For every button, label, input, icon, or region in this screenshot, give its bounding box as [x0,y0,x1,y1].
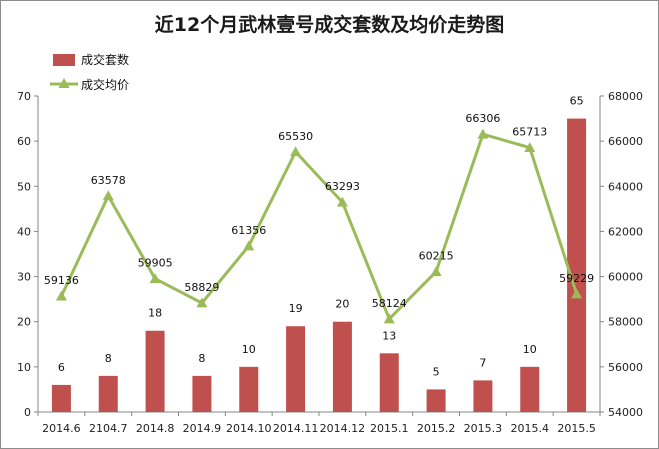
x-tick-label: 2014.12 [320,422,366,435]
price-data-label: 58124 [372,297,407,310]
y-left-tick-label: 60 [17,135,31,148]
y-right-tick-label: 64000 [608,180,643,193]
x-tick-label: 2014.6 [42,422,81,435]
price-data-label: 63578 [91,174,126,187]
price-marker [243,240,255,251]
price-marker [477,128,489,139]
y-right-tick-label: 54000 [608,406,643,419]
price-marker [55,290,67,301]
price-line [60,132,579,321]
bar-data-label: 8 [198,352,205,365]
y-left-tick-label: 70 [17,90,31,103]
bar [332,321,352,412]
bar [192,375,212,412]
y-left-tick-label: 0 [24,406,31,419]
x-tick-label: 2014.11 [273,422,319,435]
bar-data-label: 65 [570,95,584,108]
price-data-label: 66306 [465,112,500,125]
price-marker [524,142,536,153]
price-data-label: 65530 [278,130,313,143]
bar-data-label: 18 [148,307,162,320]
price-marker [430,266,442,277]
price-data-label: 63293 [325,180,360,193]
bar-data-label: 13 [382,329,396,342]
bar-data-label: 7 [479,356,486,369]
price-data-label: 58829 [184,281,219,294]
price-marker [196,297,208,308]
bar [473,380,493,412]
bar-data-label: 10 [242,343,256,356]
price-marker [383,313,395,324]
y-right-tick-label: 58000 [608,316,643,329]
price-data-label: 59136 [44,274,79,287]
bar-data-label: 8 [105,352,112,365]
x-tick-label: 2015.5 [557,422,596,435]
bar-data-label: 5 [433,365,440,378]
bar [379,353,399,412]
x-tick-label: 2015.3 [464,422,503,435]
x-tick-label: 2104.7 [89,422,128,435]
y-right-tick-label: 68000 [608,90,643,103]
y-left-tick-label: 20 [17,316,31,329]
x-tick-label: 2015.1 [370,422,409,435]
y-right-tick-label: 62000 [608,225,643,238]
y-left-tick-label: 30 [17,271,31,284]
price-marker [149,273,161,284]
x-tick-label: 2015.2 [417,422,456,435]
price-marker [336,196,348,207]
price-data-label: 65713 [512,126,547,139]
bar-data-label: 19 [289,302,303,315]
bar [286,326,306,412]
bar [145,330,165,412]
price-marker [102,190,114,201]
price-data-label: 60215 [419,250,454,263]
x-tick-label: 2014.9 [183,422,222,435]
bar [98,375,118,412]
bar-data-label: 20 [335,298,349,311]
y-right-tick-label: 56000 [608,361,643,374]
price-data-label: 59905 [138,257,173,270]
legend-marker-line [58,78,70,88]
y-right-tick-label: 60000 [608,271,643,284]
y-left-tick-label: 50 [17,180,31,193]
bar-data-label: 6 [58,361,65,374]
y-left-tick-label: 40 [17,225,31,238]
price-marker [290,146,302,157]
price-data-label: 59229 [559,272,594,285]
y-right-tick-label: 66000 [608,135,643,148]
x-tick-label: 2014.8 [136,422,175,435]
chart-title: 近12个月武林壹号成交套数及均价走势图 [154,14,505,36]
price-data-label: 61356 [231,224,266,237]
x-tick-label: 2015.4 [511,422,550,435]
bar [239,366,259,412]
legend-label-bars: 成交套数 [81,52,129,67]
bar [51,384,71,412]
y-left-tick-label: 10 [17,361,31,374]
bar [520,366,540,412]
legend-label-line: 成交均价 [81,77,129,92]
bar [567,118,587,413]
bar-data-label: 10 [523,343,537,356]
price-marker [571,288,583,299]
x-tick-label: 2014.10 [226,422,272,435]
bar [426,389,446,412]
legend-swatch-bars [53,54,75,66]
